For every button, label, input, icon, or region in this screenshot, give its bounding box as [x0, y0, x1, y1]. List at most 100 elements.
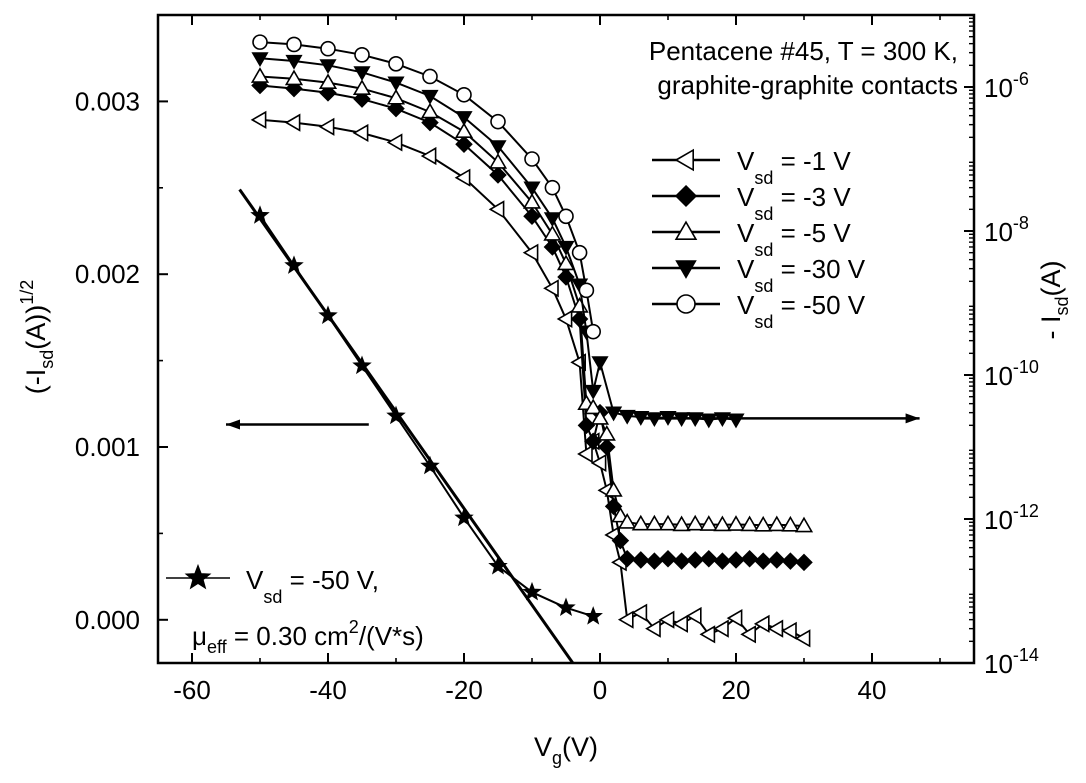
data-point — [456, 86, 472, 103]
data-point — [524, 151, 540, 167]
series-circle-open — [252, 34, 602, 340]
data-point — [522, 193, 542, 209]
data-point — [522, 581, 542, 601]
legend-label-main: V — [737, 182, 755, 212]
data-point — [386, 88, 406, 105]
data-point — [556, 597, 576, 616]
data-point — [781, 515, 800, 532]
data-point — [583, 606, 603, 625]
y-right-label-sub: sd — [1052, 296, 1072, 315]
data-point — [523, 207, 541, 226]
data-point — [420, 455, 440, 475]
data-point — [605, 406, 623, 422]
data-point — [794, 629, 811, 648]
data-point — [318, 117, 335, 136]
data-point — [740, 550, 759, 568]
y-right-label-pre: - I — [1036, 316, 1066, 340]
legend-marker — [674, 148, 695, 172]
x-tick-label: -60 — [173, 675, 211, 705]
y-right-tick-exp: -12 — [1013, 501, 1039, 521]
y-left-tick-label: 0.002 — [75, 259, 140, 289]
legend-label-sub: sd — [754, 168, 773, 188]
data-point — [632, 551, 650, 569]
legend-label-sub: sd — [754, 276, 773, 296]
data-point — [726, 609, 743, 628]
data-point — [251, 52, 269, 68]
data-point — [740, 515, 759, 532]
y-right-tick-exp: -14 — [1013, 645, 1039, 665]
legend-label-sub: sd — [263, 587, 282, 607]
x-tick-label: 20 — [722, 675, 751, 705]
data-point — [584, 432, 602, 451]
y-right-tick-base: 10 — [984, 361, 1013, 391]
legend-item: Vsd = -30 V — [652, 254, 866, 296]
legend-label: Vsd = -3 V — [737, 182, 851, 224]
mobility-mu: μ — [192, 621, 207, 651]
data-point — [617, 610, 634, 629]
series-line — [259, 57, 737, 421]
legend-marker — [184, 563, 212, 590]
data-point — [604, 497, 623, 516]
data-point — [490, 113, 506, 130]
legend-label-main: V — [737, 218, 755, 248]
data-point — [768, 551, 786, 569]
data-point — [754, 552, 772, 570]
legend-label-value: = -50 V — [773, 290, 865, 320]
data-point — [387, 76, 405, 92]
data-point — [558, 208, 574, 225]
data-point — [421, 113, 439, 132]
data-point — [352, 355, 372, 375]
data-point — [754, 515, 773, 532]
data-point — [713, 619, 729, 638]
y-right-tick-base: 10 — [984, 217, 1013, 247]
data-point — [488, 555, 508, 575]
data-point — [584, 384, 602, 400]
legend-label: Vsd = -30 V — [737, 254, 866, 296]
y-right-tick-base: 10 — [984, 73, 1013, 103]
data-point — [386, 405, 406, 425]
data-point — [781, 552, 800, 570]
y-right-tick-label: 10-14 — [984, 645, 1039, 679]
y-right-tick-label: 10-8 — [984, 213, 1029, 247]
data-point — [352, 123, 369, 143]
data-point — [286, 36, 302, 53]
data-point — [544, 179, 561, 196]
series-diamond-filled — [251, 76, 813, 572]
mobility-unit-tail: /(V*s) — [359, 621, 424, 651]
arrow-head — [226, 419, 240, 430]
data-point — [700, 550, 718, 568]
data-point — [250, 110, 267, 129]
data-point — [767, 515, 786, 532]
data-point — [353, 90, 371, 108]
data-point — [590, 409, 610, 425]
data-point — [454, 122, 474, 139]
data-point — [699, 515, 718, 531]
x-tick-label: 40 — [858, 675, 887, 705]
data-point — [543, 279, 559, 298]
legend-label: Vsd = -50 V — [737, 290, 866, 332]
legend-label-value: = -30 V — [773, 254, 865, 284]
x-axis-label-tail: (V) — [562, 732, 598, 762]
data-point — [700, 413, 718, 429]
tick-marks — [158, 15, 974, 664]
data-point — [571, 244, 588, 261]
legend-label-sub: sd — [754, 204, 773, 224]
data-point — [285, 54, 303, 70]
legend-item: Vsd = -50 V — [652, 290, 866, 332]
series-line — [259, 75, 805, 527]
legend-label-sub: sd — [754, 312, 773, 332]
legend-label-value: = -50 V, — [282, 565, 379, 595]
data-point — [659, 550, 677, 568]
legend-marker — [674, 220, 698, 240]
data-point — [454, 507, 474, 527]
data-point — [645, 552, 664, 570]
data-point — [488, 152, 508, 169]
data-point — [658, 610, 675, 629]
legend-label: Vsd = -5 V — [737, 218, 851, 260]
legend-label-main: V — [737, 146, 755, 176]
data-point — [523, 181, 541, 197]
data-point — [781, 621, 797, 640]
data-point — [352, 79, 372, 96]
data-point — [618, 512, 637, 529]
